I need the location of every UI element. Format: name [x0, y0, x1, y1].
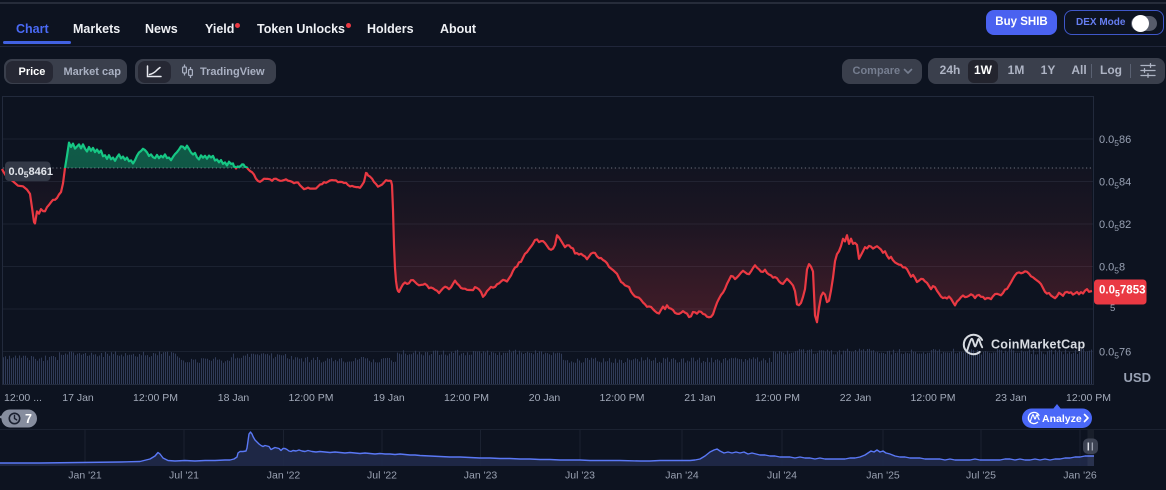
- svg-text:20 Jan: 20 Jan: [529, 392, 561, 404]
- svg-text:CoinMarketCap: CoinMarketCap: [991, 338, 1085, 352]
- svg-text:0.0582: 0.0582: [1099, 219, 1131, 233]
- svg-text:Jan '23: Jan '23: [464, 470, 498, 482]
- svg-text:12:00 PM: 12:00 PM: [444, 392, 489, 404]
- svg-text:12:00 ...: 12:00 ...: [4, 392, 42, 404]
- svg-text:Jul '23: Jul '23: [565, 470, 595, 482]
- svg-text:0.0586: 0.0586: [1099, 134, 1131, 148]
- svg-text:Jan '26: Jan '26: [1063, 470, 1097, 482]
- svg-text:Jan '25: Jan '25: [866, 470, 900, 482]
- svg-text:Jul '22: Jul '22: [367, 470, 397, 482]
- svg-text:Jul '21: Jul '21: [169, 470, 199, 482]
- svg-text:18 Jan: 18 Jan: [218, 392, 250, 404]
- svg-text:Jul '24: Jul '24: [767, 470, 797, 482]
- svg-text:12:00 PM: 12:00 PM: [600, 392, 645, 404]
- svg-text:Jan '22: Jan '22: [267, 470, 301, 482]
- svg-text:USD: USD: [1124, 370, 1151, 385]
- svg-text:19 Jan: 19 Jan: [373, 392, 405, 404]
- svg-text:12:00 PM: 12:00 PM: [1066, 392, 1111, 404]
- svg-text:7: 7: [25, 412, 32, 426]
- svg-text:12:00 PM: 12:00 PM: [911, 392, 956, 404]
- svg-text:0.058461: 0.058461: [9, 166, 54, 180]
- svg-text:17 Jan: 17 Jan: [62, 392, 94, 404]
- svg-text:0.057853: 0.057853: [1099, 285, 1146, 299]
- svg-text:Jan '24: Jan '24: [665, 470, 699, 482]
- svg-text:0.058: 0.058: [1099, 262, 1125, 276]
- svg-text:21 Jan: 21 Jan: [684, 392, 716, 404]
- svg-text:5: 5: [1110, 303, 1115, 314]
- svg-text:0.0576: 0.0576: [1099, 347, 1131, 361]
- svg-text:23 Jan: 23 Jan: [995, 392, 1027, 404]
- svg-text:0.0584: 0.0584: [1099, 177, 1131, 191]
- svg-text:12:00 PM: 12:00 PM: [133, 392, 178, 404]
- svg-text:22 Jan: 22 Jan: [840, 392, 872, 404]
- svg-text:12:00 PM: 12:00 PM: [289, 392, 334, 404]
- svg-text:Jul '25: Jul '25: [966, 470, 996, 482]
- svg-text:Analyze: Analyze: [1042, 413, 1082, 425]
- svg-text:Jan '21: Jan '21: [68, 470, 102, 482]
- svg-text:12:00 PM: 12:00 PM: [755, 392, 800, 404]
